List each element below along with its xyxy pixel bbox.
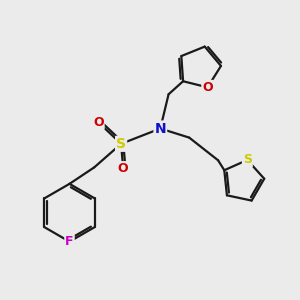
Text: O: O	[202, 81, 213, 94]
Text: O: O	[118, 162, 128, 175]
Text: F: F	[65, 235, 74, 248]
Text: S: S	[116, 137, 126, 151]
Text: N: N	[154, 122, 166, 136]
Text: O: O	[93, 116, 104, 129]
Text: S: S	[243, 154, 252, 166]
